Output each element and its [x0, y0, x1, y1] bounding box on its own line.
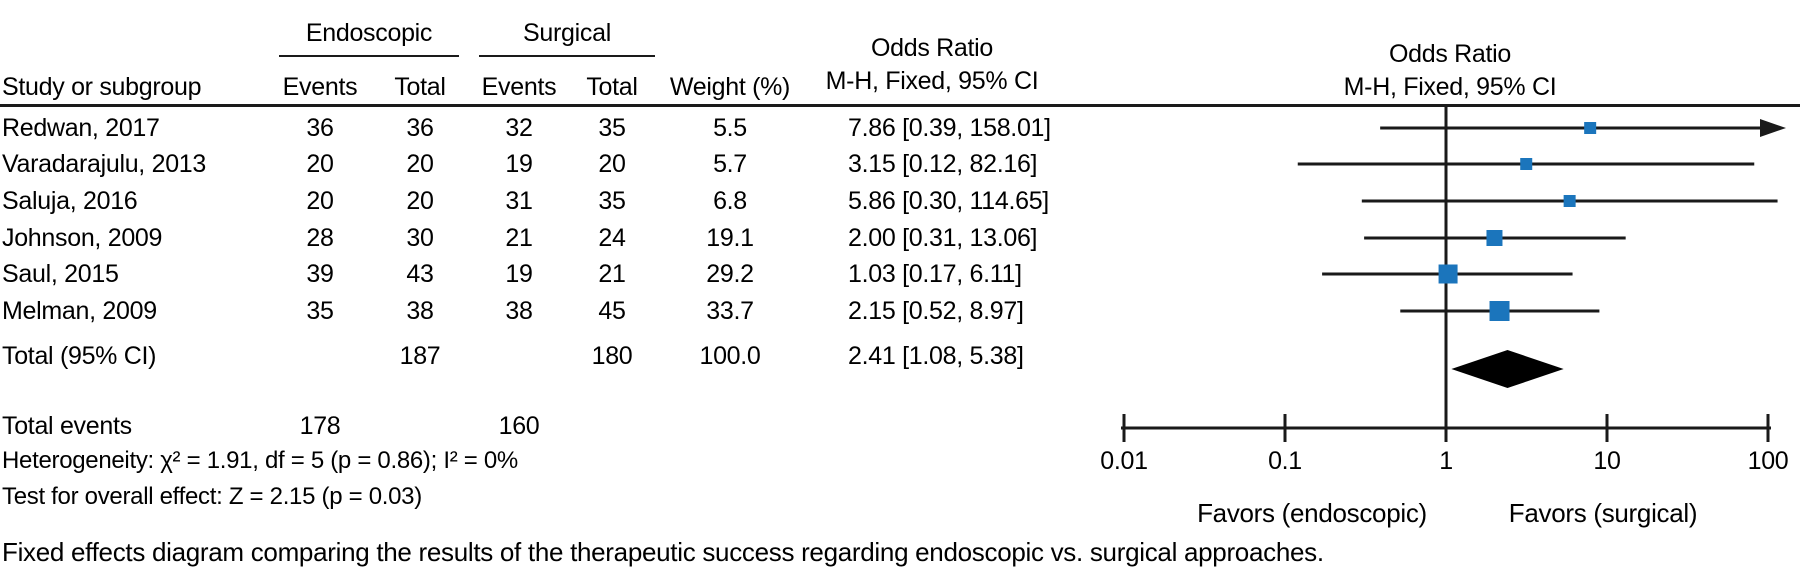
table-row: Redwan, 2017 36 36 32 35 5.5 7.86 [0.39,…	[0, 113, 1100, 143]
axis-tick-label: 0.1	[1268, 447, 1302, 475]
endo-total: 20	[406, 187, 434, 215]
header-rule	[0, 104, 1800, 107]
plot-header-odds-ratio-line1: Odds Ratio	[1388, 40, 1512, 68]
total-weight: 100.0	[699, 342, 761, 370]
effect-square	[1486, 230, 1503, 246]
surg-events: 31	[505, 187, 533, 215]
heterogeneity-stat: Heterogeneity: χ² = 1.91, df = 5 (p = 0.…	[2, 447, 518, 474]
surg-total: 21	[598, 260, 626, 288]
surg-total: 45	[598, 297, 626, 325]
plot-header-odds-ratio-line2: M-H, Fixed, 95% CI	[1343, 73, 1557, 101]
weight-value: 5.5	[713, 114, 747, 142]
total-surg-total: 180	[591, 342, 633, 370]
favors-endoscopic-label: Favors (endoscopic)	[1197, 498, 1427, 528]
table-row: Varadarajulu, 2013 20 20 19 20 5.7 3.15 …	[0, 149, 1100, 179]
column-header-endo-events: Events	[282, 73, 358, 101]
column-header-endo-total: Total	[394, 73, 446, 101]
total-events-label: Total events	[2, 412, 132, 440]
or-ci-value: 5.86 [0.30, 114.65]	[848, 187, 1049, 215]
effect-square	[1584, 122, 1597, 134]
weight-value: 33.7	[706, 297, 754, 325]
axis-tick-label: 0.01	[1100, 447, 1147, 475]
endo-events: 20	[306, 187, 334, 215]
total-label: Total (95% CI)	[2, 342, 157, 370]
effect-square	[1520, 158, 1533, 170]
or-ci-value: 3.15 [0.12, 82.16]	[848, 150, 1038, 178]
axis-tick-label: 10	[1593, 447, 1620, 475]
surg-total: 20	[598, 150, 626, 178]
weight-value: 19.1	[706, 224, 754, 252]
table-row: Johnson, 2009 28 30 21 24 19.1 2.00 [0.3…	[0, 223, 1100, 253]
endo-total: 30	[406, 224, 434, 252]
study-name: Johnson, 2009	[2, 224, 163, 252]
study-name: Melman, 2009	[2, 297, 157, 325]
weight-value: 29.2	[706, 260, 754, 288]
surg-events: 32	[505, 114, 533, 142]
total-row: Total (95% CI) 187 180 100.0 2.41 [1.08,…	[0, 341, 1100, 371]
surg-total: 35	[598, 114, 626, 142]
favors-surgical-label: Favors (surgical)	[1508, 498, 1698, 528]
surgical-underline	[479, 55, 655, 57]
surg-events: 38	[505, 297, 533, 325]
total-events-row: Total events 178 160	[0, 411, 1100, 441]
figure-caption: Fixed effects diagram comparing the resu…	[2, 537, 1324, 567]
endoscopic-underline	[279, 55, 459, 57]
study-name: Saul, 2015	[2, 260, 119, 288]
endo-total: 43	[406, 260, 434, 288]
table-row: Saul, 2015 39 43 19 21 29.2 1.03 [0.17, …	[0, 259, 1100, 289]
column-header-odds-ratio-line2: M-H, Fixed, 95% CI	[825, 67, 1039, 95]
ci-arrow-right	[1760, 119, 1786, 137]
study-name: Redwan, 2017	[2, 114, 160, 142]
column-header-odds-ratio-line1: Odds Ratio	[870, 34, 994, 62]
table-row: Melman, 2009 35 38 38 45 33.7 2.15 [0.52…	[0, 296, 1100, 326]
total-events-surg: 160	[498, 412, 540, 440]
weight-value: 6.8	[713, 187, 747, 215]
axis-tick-label: 1	[1439, 447, 1453, 475]
endo-events: 28	[306, 224, 334, 252]
total-events-endo: 178	[299, 412, 341, 440]
column-header-surg-events: Events	[481, 73, 557, 101]
endo-total: 36	[406, 114, 434, 142]
or-ci-value: 7.86 [0.39, 158.01]	[848, 114, 1051, 142]
total-endo-total: 187	[399, 342, 441, 370]
endo-events: 35	[306, 297, 334, 325]
endo-events: 39	[306, 260, 334, 288]
weight-value: 5.7	[713, 150, 747, 178]
study-name: Saluja, 2016	[2, 187, 138, 215]
study-name: Varadarajulu, 2013	[2, 150, 207, 178]
group-header-endoscopic: Endoscopic	[305, 19, 433, 47]
group-header-surgical: Surgical	[523, 19, 611, 47]
total-or-ci: 2.41 [1.08, 5.38]	[848, 342, 1024, 370]
surg-events: 19	[505, 260, 533, 288]
pooled-effect-diamond	[1451, 350, 1564, 388]
endo-events: 36	[306, 114, 334, 142]
axis-tick-label: 100	[1748, 447, 1789, 475]
surg-events: 19	[505, 150, 533, 178]
effect-square	[1489, 301, 1510, 321]
or-ci-value: 2.00 [0.31, 13.06]	[848, 224, 1038, 252]
endo-total: 20	[406, 150, 434, 178]
or-ci-value: 2.15 [0.52, 8.97]	[848, 297, 1024, 325]
surg-events: 21	[505, 224, 533, 252]
endo-total: 38	[406, 297, 434, 325]
column-header-study: Study or subgroup	[2, 73, 202, 101]
surg-total: 35	[598, 187, 626, 215]
effect-square	[1438, 264, 1458, 284]
table-row: Saluja, 2016 20 20 31 35 6.8 5.86 [0.30,…	[0, 186, 1100, 216]
overall-effect-stat: Test for overall effect: Z = 2.15 (p = 0…	[2, 483, 422, 510]
column-header-weight: Weight (%)	[669, 73, 791, 101]
column-header-surg-total: Total	[586, 73, 638, 101]
effect-square	[1563, 195, 1576, 207]
surg-total: 24	[598, 224, 626, 252]
endo-events: 20	[306, 150, 334, 178]
or-ci-value: 1.03 [0.17, 6.11]	[848, 260, 1022, 288]
